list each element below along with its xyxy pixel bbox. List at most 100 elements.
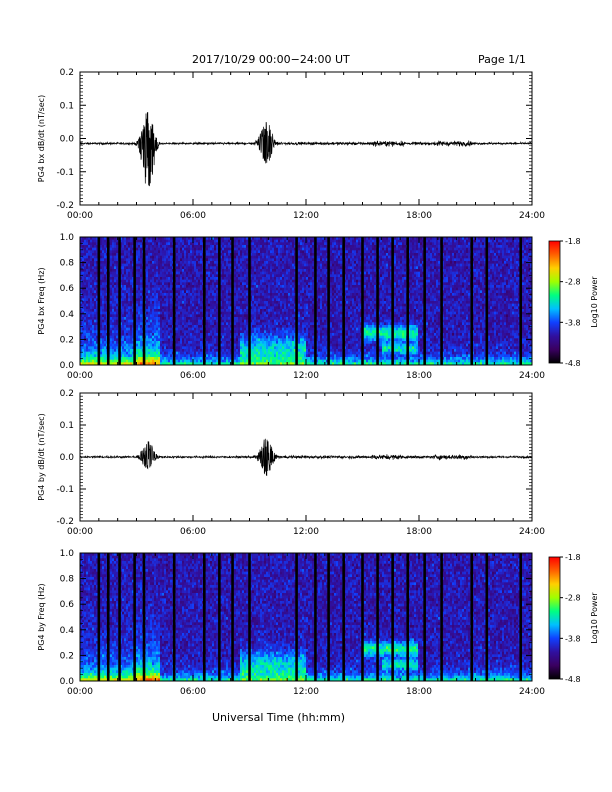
- spectrogram-cell: [88, 282, 90, 285]
- spectrogram-cell: [268, 264, 270, 267]
- spectrogram-cell: [158, 293, 160, 296]
- spectrogram-cell: [156, 266, 158, 269]
- spectrogram-cell: [224, 290, 226, 293]
- spectrogram-cell: [224, 357, 226, 360]
- spectrogram-cell: [150, 245, 152, 248]
- spectrogram-cell: [222, 264, 224, 267]
- spectrogram-cell: [166, 301, 168, 304]
- spectrogram-cell: [158, 277, 160, 280]
- spectrogram-cell: [160, 325, 162, 328]
- spectrogram-cell: [246, 330, 248, 333]
- spectrogram-cell: [276, 240, 278, 243]
- spectrogram-cell: [280, 341, 282, 344]
- spectrogram-cell: [238, 317, 240, 320]
- spectrogram-cell: [234, 282, 236, 285]
- spectrogram-cell: [182, 346, 184, 349]
- spectrogram-cell: [92, 293, 94, 296]
- spectrogram-cell: [112, 280, 114, 283]
- spectrogram-cell: [164, 306, 166, 309]
- spectrogram-cell: [262, 349, 264, 352]
- spectrogram-cell: [104, 248, 106, 251]
- spectrogram-cell: [140, 309, 142, 312]
- spectrogram-cell: [258, 256, 260, 259]
- y-tick-label: -0.2: [56, 201, 74, 211]
- spectrogram-cell: [188, 336, 190, 339]
- spectrogram-cell: [138, 352, 140, 355]
- spectrogram-cell: [242, 274, 244, 277]
- spectrogram-cell: [94, 330, 96, 333]
- spectrogram-cell: [176, 277, 178, 280]
- spectrogram-cell: [104, 245, 106, 248]
- spectrogram-cell: [182, 352, 184, 355]
- spectrogram-cell: [256, 245, 258, 248]
- spectrogram-cell: [278, 269, 280, 272]
- spectrogram-cell: [244, 280, 246, 283]
- spectrogram-cell: [262, 306, 264, 309]
- spectrogram-cell: [102, 290, 104, 293]
- spectrogram-cell: [100, 344, 102, 347]
- spectrogram-cell: [198, 256, 200, 259]
- spectrogram-cell: [252, 352, 254, 355]
- spectrogram-cell: [254, 314, 256, 317]
- spectrogram-cell: [154, 320, 156, 323]
- spectrogram-cell: [102, 248, 104, 251]
- spectrogram-cell: [188, 242, 190, 245]
- spectrogram-cell: [114, 349, 116, 352]
- spectrogram-cell: [266, 341, 268, 344]
- spectrogram-cell: [186, 269, 188, 272]
- spectrogram-cell: [234, 258, 236, 261]
- x-tick-label: 00:00: [67, 211, 93, 221]
- spectrogram-cell: [92, 346, 94, 349]
- spectrogram-cell: [154, 301, 156, 304]
- spectrogram-cell: [262, 258, 264, 261]
- spectrogram-cell: [150, 346, 152, 349]
- spectrogram-cell: [264, 242, 266, 245]
- spectrogram-cell: [130, 309, 132, 312]
- spectrogram-cell: [112, 341, 114, 344]
- spectrogram-cell: [278, 322, 280, 325]
- spectrogram-cell: [148, 253, 150, 256]
- spectrogram-cell: [112, 288, 114, 291]
- spectrogram-cell: [256, 296, 258, 299]
- spectrogram-cell: [258, 248, 260, 251]
- spectrogram-cell: [242, 309, 244, 312]
- spectrogram-cell: [226, 346, 228, 349]
- spectrogram-cell: [272, 352, 274, 355]
- spectrogram-cell: [162, 272, 164, 275]
- spectrogram-cell: [256, 346, 258, 349]
- spectrogram-cell: [216, 282, 218, 285]
- spectrogram-cell: [216, 258, 218, 261]
- spectrogram-cell: [158, 250, 160, 253]
- spectrogram-cell: [270, 309, 272, 312]
- spectrogram-cell: [238, 272, 240, 275]
- spectrogram-cell: [166, 277, 168, 280]
- spectrogram-cell: [236, 248, 238, 251]
- spectrogram-cell: [110, 288, 112, 291]
- spectrogram-cell: [224, 304, 226, 307]
- spectrogram-cell: [82, 333, 84, 336]
- spectrogram-cell: [260, 288, 262, 291]
- spectrogram-cell: [226, 344, 228, 347]
- spectrogram-cell: [178, 346, 180, 349]
- spectrogram-cell: [114, 242, 116, 245]
- spectrogram-cell: [100, 354, 102, 357]
- spectrogram-cell: [168, 269, 170, 272]
- spectrogram-cell: [256, 242, 258, 245]
- spectrogram-cell: [146, 250, 148, 253]
- spectrogram-cell: [192, 309, 194, 312]
- spectrogram-cell: [200, 328, 202, 331]
- spectrogram-cell: [238, 306, 240, 309]
- spectrogram-cell: [166, 354, 168, 357]
- spectrogram-cell: [130, 322, 132, 325]
- spectrogram-cell: [268, 328, 270, 331]
- spectrogram-cell: [260, 344, 262, 347]
- spectrogram-cell: [124, 245, 126, 248]
- spectrogram-cell: [228, 290, 230, 293]
- spectrogram-cell: [182, 272, 184, 275]
- spectrogram-cell: [112, 240, 114, 243]
- spectrogram-cell: [254, 240, 256, 243]
- spectrogram-cell: [84, 314, 86, 317]
- spectrogram-cell: [112, 333, 114, 336]
- spectrogram-cell: [180, 333, 182, 336]
- spectrogram-cell: [164, 272, 166, 275]
